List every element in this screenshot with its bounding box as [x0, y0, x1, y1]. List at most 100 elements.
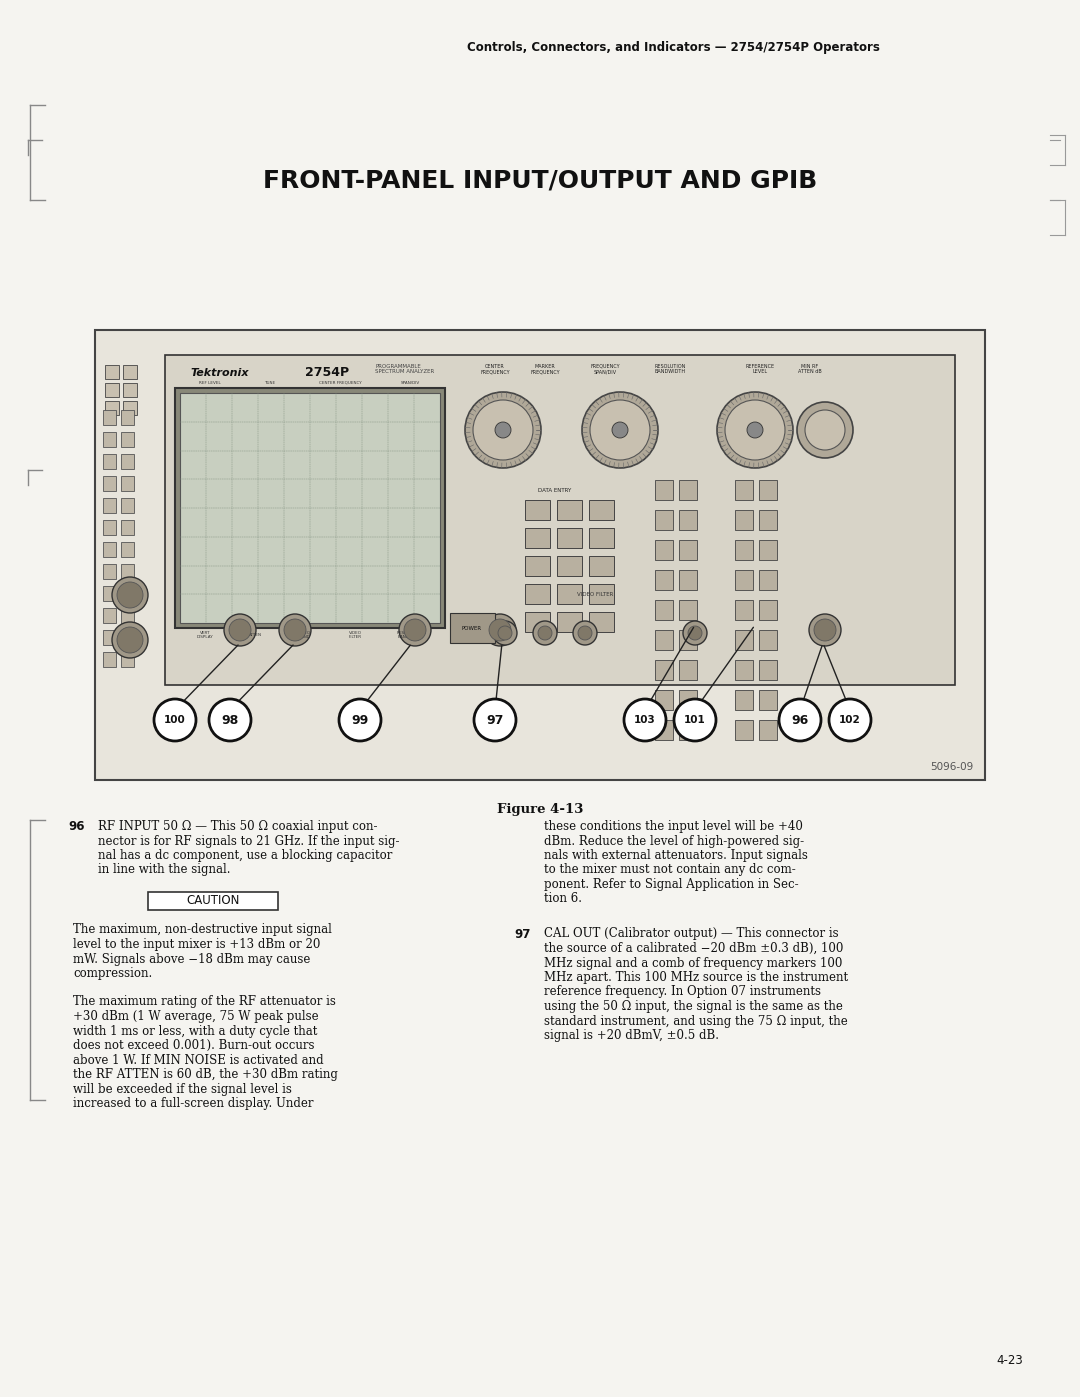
Circle shape [117, 583, 143, 608]
Text: The maximum, non-destructive input signal: The maximum, non-destructive input signa… [73, 923, 332, 936]
Bar [735, 719, 753, 740]
Bar [103, 497, 116, 513]
Bar [589, 584, 615, 604]
Bar [735, 659, 753, 680]
Circle shape [573, 622, 597, 645]
Bar [103, 630, 116, 645]
Circle shape [582, 393, 658, 468]
Bar [525, 500, 550, 520]
Text: nal has a dc component, use a blocking capacitor: nal has a dc component, use a blocking c… [98, 849, 392, 862]
Bar [103, 476, 116, 490]
Bar [121, 520, 134, 535]
Circle shape [590, 400, 650, 460]
Text: The maximum rating of the RF attenuator is: The maximum rating of the RF attenuator … [73, 996, 336, 1009]
Bar [103, 608, 116, 623]
Text: 97: 97 [486, 714, 503, 726]
Circle shape [829, 698, 870, 740]
Bar [654, 659, 673, 680]
Bar [105, 401, 119, 415]
Bar [121, 409, 134, 425]
Bar [123, 401, 137, 415]
Circle shape [498, 626, 512, 640]
Bar [735, 481, 753, 500]
Bar [679, 719, 697, 740]
Text: does not exceed 0.001). Burn-out occurs: does not exceed 0.001). Burn-out occurs [73, 1039, 314, 1052]
Text: PROGRAMMABLE
SPECTRUM ANALYZER: PROGRAMMABLE SPECTRUM ANALYZER [375, 363, 434, 374]
Text: ponent. Refer to Signal Application in Sec-: ponent. Refer to Signal Application in S… [544, 877, 798, 891]
Bar [679, 541, 697, 560]
Text: CAUTION: CAUTION [187, 894, 240, 907]
Bar [95, 330, 985, 780]
Circle shape [279, 615, 311, 645]
Circle shape [809, 615, 841, 645]
Circle shape [683, 622, 707, 645]
Bar [589, 612, 615, 631]
Text: Tektronix: Tektronix [190, 367, 248, 379]
Bar [180, 393, 440, 623]
Text: in line with the signal.: in line with the signal. [98, 863, 230, 876]
Circle shape [495, 422, 511, 439]
Circle shape [484, 615, 516, 645]
Bar [103, 564, 116, 578]
Bar [679, 630, 697, 650]
Bar [105, 365, 119, 379]
Circle shape [210, 698, 251, 740]
Text: CENTER FREQUENCY: CENTER FREQUENCY [319, 381, 362, 386]
Text: RESOLUTION
BANDWIDTH: RESOLUTION BANDWIDTH [396, 630, 423, 640]
Bar [103, 652, 116, 666]
Bar [123, 383, 137, 397]
Bar [121, 542, 134, 557]
Bar [525, 612, 550, 631]
Circle shape [489, 619, 511, 641]
Text: level to the input mixer is +13 dBm or 20: level to the input mixer is +13 dBm or 2… [73, 937, 321, 951]
Bar [735, 570, 753, 590]
Text: the source of a calibrated −20 dBm ±0.3 dB), 100: the source of a calibrated −20 dBm ±0.3 … [544, 942, 843, 956]
Text: 96: 96 [68, 820, 84, 833]
Bar [557, 584, 582, 604]
Text: standard instrument, and using the 75 Ω input, the: standard instrument, and using the 75 Ω … [544, 1014, 848, 1028]
Bar [121, 432, 134, 447]
Circle shape [474, 698, 516, 740]
Bar [679, 570, 697, 590]
Text: to the mixer must not contain any dc com-: to the mixer must not contain any dc com… [544, 863, 796, 876]
Bar [450, 613, 495, 643]
Circle shape [538, 626, 552, 640]
Circle shape [465, 393, 541, 468]
Bar [735, 599, 753, 620]
Bar [525, 556, 550, 576]
Bar [654, 719, 673, 740]
Text: FREQUENCY
SPAN/DIV: FREQUENCY SPAN/DIV [590, 363, 620, 374]
Text: nals with external attenuators. Input signals: nals with external attenuators. Input si… [544, 849, 808, 862]
Bar [759, 599, 777, 620]
Bar [735, 690, 753, 710]
Text: FREQ
BAND: FREQ BAND [299, 630, 311, 640]
Bar [654, 630, 673, 650]
Bar [735, 510, 753, 529]
Circle shape [117, 627, 143, 652]
Bar [654, 690, 673, 710]
Bar [589, 556, 615, 576]
Circle shape [688, 626, 702, 640]
Bar [105, 383, 119, 397]
Circle shape [747, 422, 762, 439]
Bar [557, 556, 582, 576]
Text: REFERENCE
LEVEL: REFERENCE LEVEL [745, 363, 774, 374]
Text: VIDEO
FILTER: VIDEO FILTER [349, 630, 362, 640]
Text: RESOLUTION
BANDWIDTH: RESOLUTION BANDWIDTH [654, 363, 686, 374]
Circle shape [578, 626, 592, 640]
Bar [103, 409, 116, 425]
Bar [759, 690, 777, 710]
Bar [525, 584, 550, 604]
Text: REF LEVEL: REF LEVEL [199, 381, 221, 386]
Bar [654, 481, 673, 500]
Text: reference frequency. In Option 07 instruments: reference frequency. In Option 07 instru… [544, 985, 821, 999]
Text: 96: 96 [792, 714, 809, 726]
Bar [735, 630, 753, 650]
Circle shape [814, 619, 836, 641]
Bar [759, 510, 777, 529]
Bar [103, 520, 116, 535]
Text: 102: 102 [839, 715, 861, 725]
Bar [557, 500, 582, 520]
Bar [759, 659, 777, 680]
Bar [589, 528, 615, 548]
